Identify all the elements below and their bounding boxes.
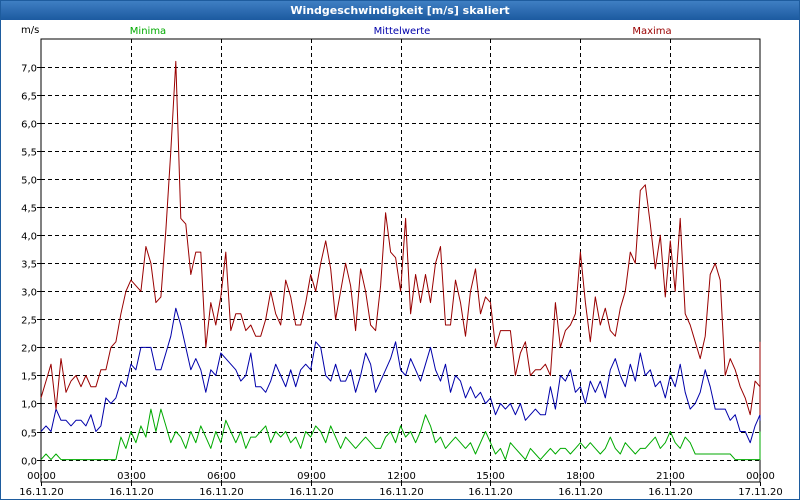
x-tick-date-label: 16.11.20	[468, 487, 513, 498]
y-tick-label: 7,0	[21, 64, 37, 75]
x-tick-time-label: 15:00	[476, 471, 505, 482]
series-line-mittelwerte	[40, 307, 761, 444]
x-tick-date-label: 16.11.20	[289, 487, 334, 498]
x-tick-time-label: 18:00	[566, 471, 595, 482]
x-tick-time-label: 12:00	[387, 471, 416, 482]
y-axis: m/s 0,0 0,5 1,0 1,5 2,0 2,5 3,0 3,5 4,0 4,5 5,0 5,5…	[21, 25, 41, 468]
y-tick-label: 0,0	[21, 457, 37, 468]
x-tick-time-label: 00:00	[746, 471, 775, 482]
y-tick-label: 3,0	[21, 288, 37, 299]
y-tick-label: 4,5	[21, 204, 37, 215]
legend-entry-mittelwerte: Mittelwerte	[374, 26, 431, 37]
x-tick-date-label: 17.11.20	[738, 487, 783, 498]
x-tick-date-label: 16.11.20	[379, 487, 424, 498]
x-tick-date-label: 16.11.20	[109, 487, 154, 498]
series-maxima	[40, 60, 761, 416]
y-tick-label: 2,0	[21, 344, 37, 355]
y-tick-label: 5,5	[21, 148, 37, 159]
wind-speed-chart: m/s 0,0 0,5 1,0 1,5 2,0 2,5 3,0 3,5 4,0 4,5 5,0 5,5…	[19, 25, 783, 498]
y-tick-label: 6,5	[21, 92, 37, 103]
x-axis: 00:00 16.11.20 03:00 16.11.20 06:00 16.11.20 0…	[19, 471, 783, 498]
y-tick-label: 6,0	[21, 120, 37, 131]
x-tick-time-label: 21:00	[656, 471, 685, 482]
y-tick-label: 4,0	[21, 232, 37, 243]
series-minima	[40, 408, 761, 461]
x-tick-time-label: 03:00	[117, 471, 146, 482]
y-tick-label: 3,5	[21, 260, 37, 271]
plot-area	[40, 38, 761, 483]
legend-entry-minima: Minima	[130, 26, 166, 37]
x-tick-date-label: 16.11.20	[648, 487, 693, 498]
series-line-minima	[40, 408, 761, 461]
y-tick-label: 5,0	[21, 176, 37, 187]
series-line-maxima	[40, 60, 761, 416]
series-mittelwerte	[40, 307, 761, 444]
legend: Minima Mittelwerte Maxima	[130, 26, 672, 37]
y-tick-label: 1,0	[21, 400, 37, 411]
legend-entry-maxima: Maxima	[632, 26, 671, 37]
x-tick-time-label: 06:00	[207, 471, 236, 482]
y-axis-label: m/s	[21, 25, 39, 36]
x-tick-time-label: 00:00	[27, 471, 56, 482]
x-tick-date-label: 16.11.20	[558, 487, 603, 498]
y-tick-label: 1,5	[21, 372, 37, 383]
x-tick-date-label: 16.11.20	[199, 487, 244, 498]
y-tick-label: 2,5	[21, 316, 37, 327]
x-tick-date-label: 16.11.20	[19, 487, 64, 498]
x-tick-time-label: 09:00	[297, 471, 326, 482]
y-tick-label: 0,5	[21, 429, 37, 440]
series-layer	[40, 60, 761, 461]
window-title: Windgeschwindigkeit [m/s] skaliert	[1, 1, 799, 20]
